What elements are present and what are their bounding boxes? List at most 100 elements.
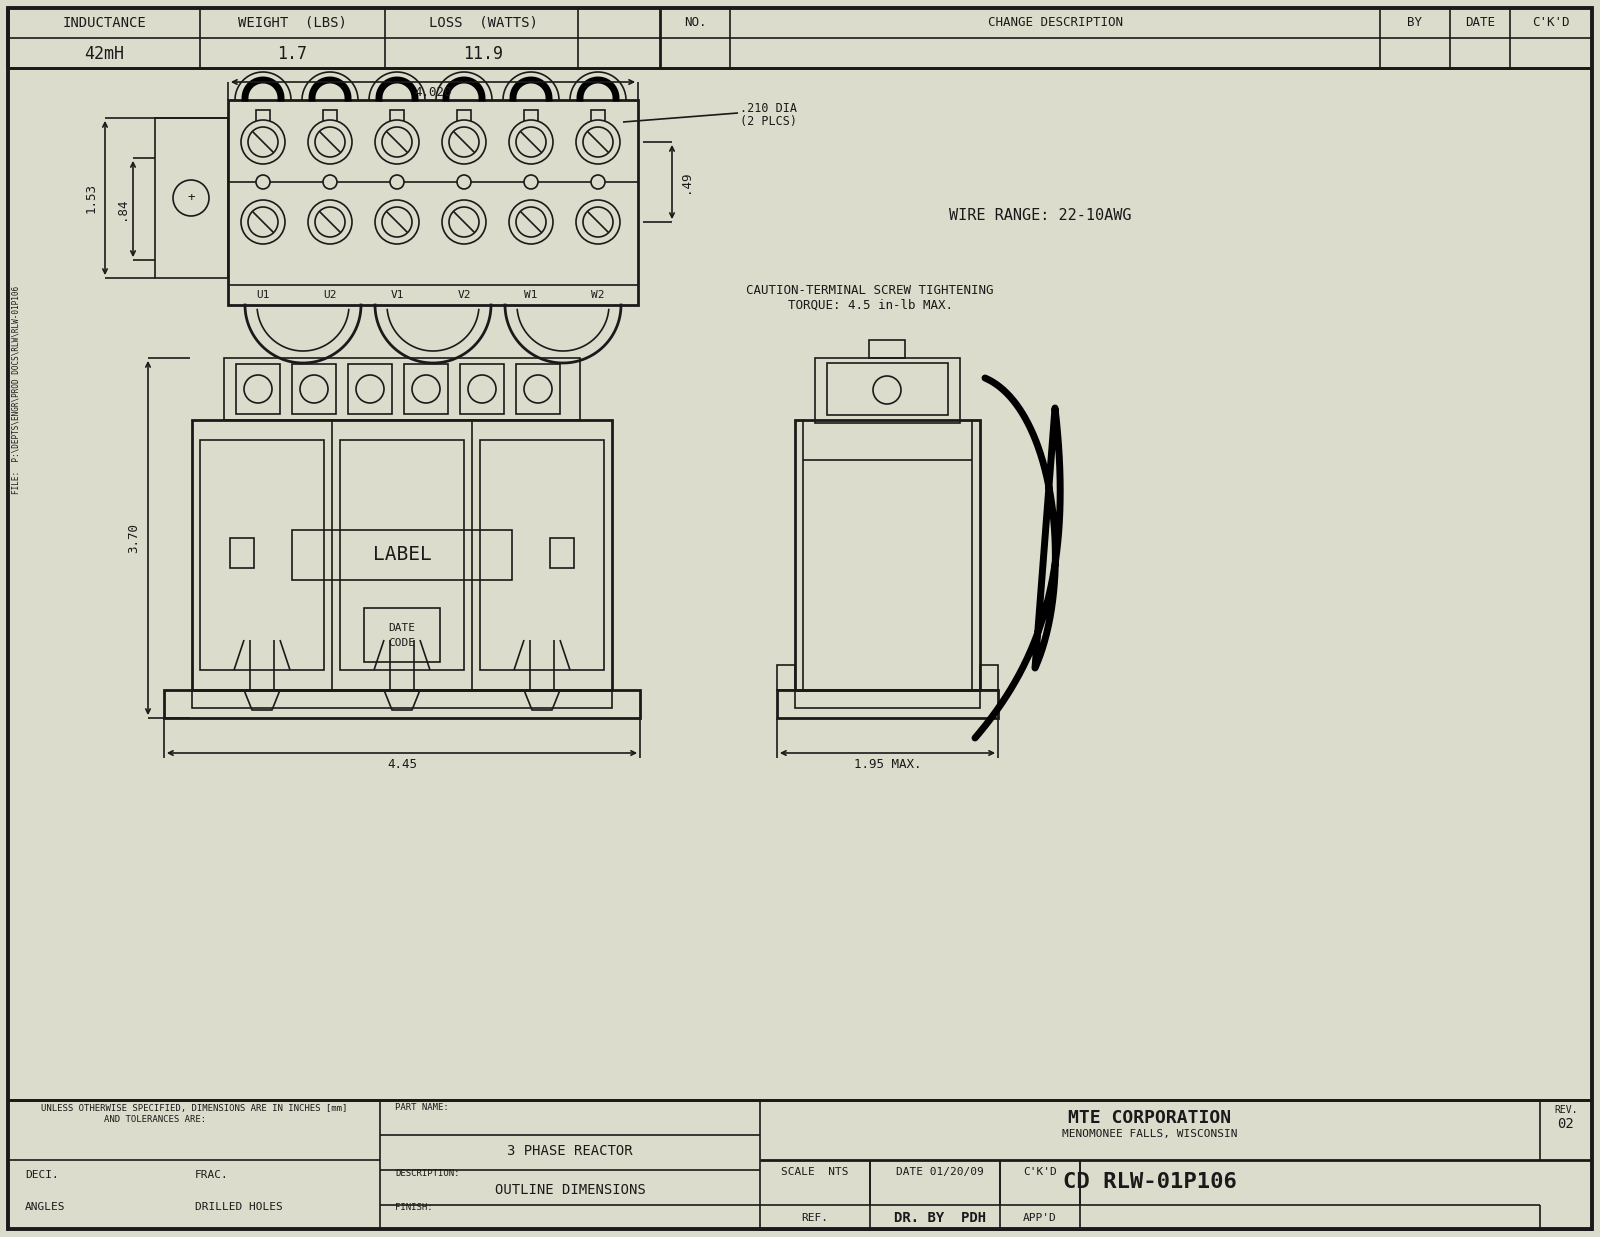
- Text: NO.: NO.: [683, 16, 706, 30]
- Text: 1.53: 1.53: [85, 183, 98, 213]
- Bar: [403, 364, 448, 414]
- Text: WEIGHT  (LBS): WEIGHT (LBS): [237, 16, 347, 30]
- Bar: [165, 690, 640, 717]
- Circle shape: [442, 200, 486, 244]
- Circle shape: [248, 127, 278, 157]
- Circle shape: [525, 375, 552, 403]
- Text: MENOMONEE FALLS, WISCONSIN: MENOMONEE FALLS, WISCONSIN: [1062, 1129, 1238, 1139]
- Text: DRILLED HOLES: DRILLED HOLES: [195, 1202, 283, 1212]
- Circle shape: [576, 200, 621, 244]
- Circle shape: [525, 174, 538, 189]
- Bar: [224, 357, 579, 421]
- Bar: [458, 110, 470, 126]
- Circle shape: [590, 174, 605, 189]
- Text: .84: .84: [115, 198, 128, 220]
- Circle shape: [390, 174, 403, 189]
- Bar: [192, 690, 611, 708]
- Text: LOSS  (WATTS): LOSS (WATTS): [429, 16, 538, 30]
- Bar: [339, 440, 464, 670]
- Text: 4.020: 4.020: [414, 87, 451, 99]
- Circle shape: [242, 120, 285, 165]
- Circle shape: [582, 127, 613, 157]
- Bar: [365, 609, 440, 662]
- Text: 3.70: 3.70: [128, 523, 141, 553]
- Circle shape: [243, 375, 272, 403]
- Bar: [590, 110, 605, 126]
- Circle shape: [374, 120, 419, 165]
- Text: C'K'D: C'K'D: [1022, 1166, 1058, 1176]
- Text: REV.: REV.: [1554, 1105, 1578, 1115]
- Bar: [323, 110, 338, 126]
- Bar: [550, 538, 574, 568]
- Text: (2 PLCS): (2 PLCS): [739, 115, 797, 129]
- Circle shape: [576, 120, 621, 165]
- Bar: [827, 362, 947, 414]
- Text: 02: 02: [1558, 1117, 1574, 1131]
- Text: MTE CORPORATION: MTE CORPORATION: [1069, 1110, 1232, 1127]
- Text: UNLESS OTHERWISE SPECIFIED, DIMENSIONS ARE IN INCHES [mm]: UNLESS OTHERWISE SPECIFIED, DIMENSIONS A…: [42, 1103, 347, 1112]
- Circle shape: [450, 127, 478, 157]
- Text: V1: V1: [390, 289, 403, 301]
- Bar: [349, 364, 392, 414]
- Circle shape: [382, 127, 413, 157]
- Text: DATE: DATE: [389, 623, 416, 633]
- Text: DATE 01/20/09: DATE 01/20/09: [896, 1166, 984, 1176]
- Bar: [155, 118, 229, 278]
- Circle shape: [467, 375, 496, 403]
- Bar: [229, 100, 638, 306]
- Text: DATE: DATE: [1466, 16, 1494, 30]
- Bar: [192, 421, 611, 690]
- Text: CHANGE DESCRIPTION: CHANGE DESCRIPTION: [987, 16, 1123, 30]
- Text: U2: U2: [323, 289, 336, 301]
- Text: C'K'D: C'K'D: [1533, 16, 1570, 30]
- Text: W1: W1: [525, 289, 538, 301]
- Text: 1.7: 1.7: [277, 45, 307, 63]
- Circle shape: [315, 207, 346, 238]
- Circle shape: [315, 127, 346, 157]
- Bar: [778, 666, 795, 690]
- Bar: [795, 421, 979, 690]
- Text: WIRE RANGE: 22-10AWG: WIRE RANGE: 22-10AWG: [949, 208, 1131, 223]
- Circle shape: [450, 207, 478, 238]
- Text: CD RLW-01P106: CD RLW-01P106: [1062, 1171, 1237, 1192]
- Bar: [237, 364, 280, 414]
- Text: DESCRIPTION:: DESCRIPTION:: [395, 1169, 459, 1178]
- Circle shape: [509, 120, 554, 165]
- Circle shape: [458, 174, 470, 189]
- Circle shape: [173, 181, 210, 216]
- Text: U1: U1: [256, 289, 270, 301]
- Bar: [525, 110, 538, 126]
- Text: BY: BY: [1408, 16, 1422, 30]
- Circle shape: [374, 200, 419, 244]
- Bar: [515, 364, 560, 414]
- Text: 4.45: 4.45: [387, 757, 418, 771]
- Text: CODE: CODE: [389, 638, 416, 648]
- Text: 11.9: 11.9: [462, 45, 502, 63]
- Circle shape: [582, 207, 613, 238]
- Circle shape: [248, 207, 278, 238]
- Circle shape: [301, 375, 328, 403]
- Circle shape: [355, 375, 384, 403]
- Bar: [814, 357, 960, 423]
- Bar: [461, 364, 504, 414]
- Circle shape: [323, 174, 338, 189]
- Text: V2: V2: [458, 289, 470, 301]
- Bar: [979, 666, 998, 690]
- Bar: [230, 538, 254, 568]
- Text: .210 DIA: .210 DIA: [739, 101, 797, 115]
- Text: DR. BY  PDH: DR. BY PDH: [894, 1211, 986, 1225]
- Circle shape: [382, 207, 413, 238]
- Text: 3 PHASE REACTOR: 3 PHASE REACTOR: [507, 1144, 634, 1158]
- Bar: [291, 529, 512, 580]
- Text: 42mH: 42mH: [83, 45, 125, 63]
- Bar: [390, 110, 403, 126]
- Text: FINISH:: FINISH:: [395, 1204, 432, 1212]
- Text: PART NAME:: PART NAME:: [395, 1103, 448, 1112]
- Bar: [480, 440, 605, 670]
- Circle shape: [442, 120, 486, 165]
- Circle shape: [515, 127, 546, 157]
- Circle shape: [307, 200, 352, 244]
- Text: +: +: [187, 192, 195, 204]
- Text: INDUCTANCE: INDUCTANCE: [62, 16, 146, 30]
- Text: .49: .49: [680, 171, 693, 193]
